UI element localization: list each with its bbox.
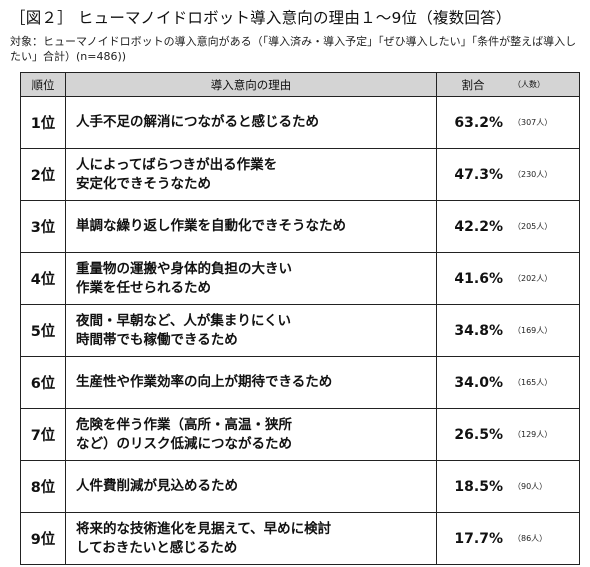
rank-cell: 3位 bbox=[20, 200, 66, 253]
percentage-cell: 17.7% bbox=[436, 512, 509, 565]
count-cell: （169人） bbox=[509, 304, 580, 357]
rank-cell: 1位 bbox=[20, 96, 66, 149]
count-cell: （86人） bbox=[509, 512, 580, 565]
rank-cell: 6位 bbox=[20, 356, 66, 409]
reasons-table: 順位 導入意向の理由 割合 （人数） 1位 人手不足の解消につながると感じるため 6… bbox=[20, 72, 580, 565]
table-row: 2位 人によってばらつきが出る作業を 安定化できそうなため 47.3% （230人） bbox=[20, 148, 580, 201]
table-row: 4位 重量物の運搬や身体的負担の大きい 作業を任せられるため 41.6% （202人） bbox=[20, 252, 580, 305]
count-cell: （230人） bbox=[509, 148, 580, 201]
percentage-cell: 18.5% bbox=[436, 460, 509, 513]
percentage-cell: 63.2% bbox=[436, 96, 509, 149]
rank-cell: 7位 bbox=[20, 408, 66, 461]
header-rank: 順位 bbox=[20, 72, 66, 97]
count-cell: （307人） bbox=[509, 96, 580, 149]
percentage-cell: 42.2% bbox=[436, 200, 509, 253]
table-row: 6位 生産性や作業効率の向上が期待できるため 34.0% （165人） bbox=[20, 356, 580, 409]
table-row: 3位 単調な繰り返し作業を自動化できそうなため 42.2% （205人） bbox=[20, 200, 580, 253]
rank-cell: 8位 bbox=[20, 460, 66, 513]
table-body: 1位 人手不足の解消につながると感じるため 63.2% （307人） 2位 人によってばら… bbox=[20, 96, 580, 565]
reason-cell: 危険を伴う作業（高所・高温・狭所 など）のリスク低減につながるため bbox=[65, 408, 437, 461]
table-row: 7位 危険を伴う作業（高所・高温・狭所 など）のリスク低減につながるため 26.5%… bbox=[20, 408, 580, 461]
table-header-row: 順位 導入意向の理由 割合 （人数） bbox=[20, 72, 580, 97]
reason-cell: 将来的な技術進化を見据えて、早めに検討 しておきたいと感じるため bbox=[65, 512, 437, 565]
reason-cell: 夜間・早朝など、人が集まりにくい 時間帯でも稼働できるため bbox=[65, 304, 437, 357]
rank-cell: 4位 bbox=[20, 252, 66, 305]
header-reason: 導入意向の理由 bbox=[65, 72, 437, 97]
percentage-cell: 34.8% bbox=[436, 304, 509, 357]
percentage-cell: 41.6% bbox=[436, 252, 509, 305]
count-cell: （90人） bbox=[509, 460, 580, 513]
chart-subtitle: 対象：ヒューマノイドロボットの導入意向がある（「導入済み・導入予定」「ぜひ導入し… bbox=[10, 35, 577, 63]
header-count: （人数） bbox=[509, 72, 580, 97]
count-cell: （165人） bbox=[509, 356, 580, 409]
table-row: 5位 夜間・早朝など、人が集まりにくい 時間帯でも稼働できるため 34.8% （169… bbox=[20, 304, 580, 357]
count-cell: （202人） bbox=[509, 252, 580, 305]
reason-cell: 重量物の運搬や身体的負担の大きい 作業を任せられるため bbox=[65, 252, 437, 305]
reason-cell: 単調な繰り返し作業を自動化できそうなため bbox=[65, 200, 437, 253]
table-row: 8位 人件費削減が見込めるため 18.5% （90人） bbox=[20, 460, 580, 513]
reason-cell: 生産性や作業効率の向上が期待できるため bbox=[65, 356, 437, 409]
reason-cell: 人件費削減が見込めるため bbox=[65, 460, 437, 513]
reason-cell: 人によってばらつきが出る作業を 安定化できそうなため bbox=[65, 148, 437, 201]
reason-cell: 人手不足の解消につながると感じるため bbox=[65, 96, 437, 149]
rank-cell: 9位 bbox=[20, 512, 66, 565]
header-percentage: 割合 bbox=[436, 72, 509, 97]
table-row: 1位 人手不足の解消につながると感じるため 63.2% （307人） bbox=[20, 96, 580, 149]
percentage-cell: 47.3% bbox=[436, 148, 509, 201]
rank-cell: 5位 bbox=[20, 304, 66, 357]
percentage-cell: 34.0% bbox=[436, 356, 509, 409]
percentage-cell: 26.5% bbox=[436, 408, 509, 461]
count-cell: （205人） bbox=[509, 200, 580, 253]
chart-title: ［図２］ ヒューマノイドロボット導入意向の理由１〜9位（複数回答） bbox=[10, 9, 512, 27]
table-row: 9位 将来的な技術進化を見据えて、早めに検討 しておきたいと感じるため 17.7% （… bbox=[20, 512, 580, 565]
rank-cell: 2位 bbox=[20, 148, 66, 201]
count-cell: （129人） bbox=[509, 408, 580, 461]
